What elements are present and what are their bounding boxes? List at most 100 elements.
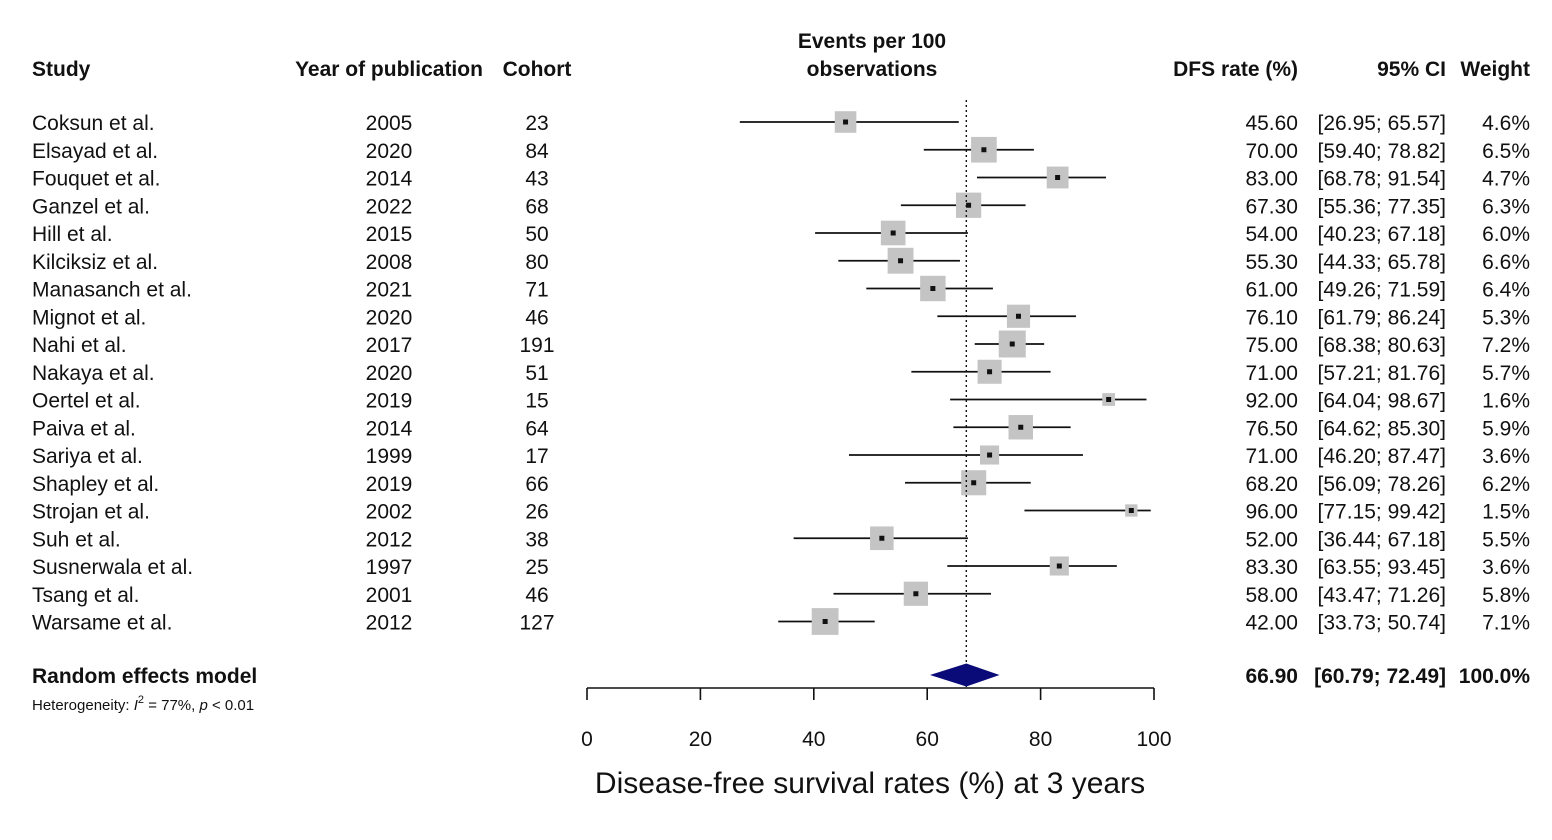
summary-ci: [60.79; 72.49]: [1314, 665, 1446, 688]
study-cohort: 80: [525, 251, 548, 274]
study-cohort: 68: [525, 195, 548, 218]
study-weight: 1.5%: [1482, 501, 1530, 524]
study-name: Manasanch et al.: [32, 279, 192, 302]
study-cohort: 50: [525, 223, 548, 246]
study-name: Mignot et al.: [32, 306, 146, 329]
study-ci: [68.38; 80.63]: [1318, 334, 1446, 357]
point-estimate: [890, 230, 896, 236]
point-estimate: [1018, 424, 1024, 430]
study-name: Nakaya et al.: [32, 362, 155, 385]
study-rate: 76.10: [1245, 306, 1298, 329]
study-rate: 96.00: [1245, 501, 1298, 524]
study-cohort: 71: [525, 279, 548, 302]
study-weight: 1.6%: [1482, 390, 1530, 413]
x-tick-label: 100: [1136, 728, 1171, 751]
study-rate: 76.50: [1245, 417, 1298, 440]
header-year: Year of publication: [295, 58, 483, 81]
x-axis-ticks: 0 20 40 60 80 100: [581, 688, 1172, 751]
point-estimate: [966, 202, 972, 208]
study-ci: [46.20; 87.47]: [1318, 445, 1446, 468]
study-cohort: 15: [525, 390, 548, 413]
study-weight: 5.5%: [1482, 528, 1530, 551]
header-events-line2: observations: [807, 58, 938, 81]
header-study: Study: [32, 58, 91, 81]
study-cohort: 64: [525, 417, 549, 440]
study-year: 2002: [366, 501, 413, 524]
point-estimate: [1056, 563, 1062, 569]
header-rate: DFS rate (%): [1173, 58, 1298, 81]
study-ci: [33.73; 50.74]: [1318, 612, 1446, 635]
study-weight: 7.2%: [1482, 334, 1530, 357]
study-weight: 5.9%: [1482, 417, 1530, 440]
study-cohort: 51: [525, 362, 548, 385]
study-weight: 4.7%: [1482, 168, 1530, 191]
study-year: 2012: [366, 612, 413, 635]
study-weight: 5.7%: [1482, 362, 1530, 385]
study-year: 1999: [366, 445, 413, 468]
study-cohort: 46: [525, 306, 548, 329]
study-ci: [26.95; 65.57]: [1318, 112, 1446, 135]
study-weight: 5.3%: [1482, 306, 1530, 329]
study-ci: [63.55; 93.45]: [1318, 556, 1446, 579]
study-cohort: 38: [525, 528, 548, 551]
study-rate: 71.00: [1245, 445, 1298, 468]
study-weight: 6.2%: [1482, 473, 1530, 496]
summary-rate: 66.90: [1245, 665, 1298, 688]
study-ci: [77.15; 99.42]: [1318, 501, 1446, 524]
x-axis-label: Disease-free survival rates (%) at 3 yea…: [595, 767, 1145, 800]
study-cohort: 23: [525, 112, 548, 135]
study-rate: 71.00: [1245, 362, 1298, 385]
study-ci: [40.23; 67.18]: [1318, 223, 1446, 246]
study-name: Kilciksiz et al.: [32, 251, 158, 274]
study-ci: [36.44; 67.18]: [1318, 528, 1446, 551]
study-year: 2020: [366, 306, 413, 329]
heterogeneity-text: Heterogeneity: I2 = 77%, p < 0.01: [32, 694, 254, 714]
point-estimate: [1106, 397, 1112, 402]
x-tick-label: 60: [916, 728, 939, 751]
study-rate: 45.60: [1245, 112, 1298, 135]
study-weight: 6.5%: [1482, 140, 1530, 163]
study-rate: 83.00: [1245, 168, 1298, 191]
study-ci: [57.21; 81.76]: [1318, 362, 1446, 385]
study-cohort: 127: [519, 612, 554, 635]
study-weight: 4.6%: [1482, 112, 1530, 135]
study-name: Susnerwala et al.: [32, 556, 193, 579]
study-year: 2020: [366, 362, 413, 385]
study-ci: [68.78; 91.54]: [1318, 168, 1446, 191]
study-year: 2022: [366, 195, 413, 218]
x-tick-label: 80: [1029, 728, 1052, 751]
study-weight: 7.1%: [1482, 612, 1530, 635]
header-events-line1: Events per 100: [798, 30, 946, 53]
study-year: 2005: [366, 112, 413, 135]
study-name: Shapley et al.: [32, 473, 159, 496]
study-year: 2012: [366, 528, 413, 551]
study-year: 2001: [366, 584, 413, 607]
study-cohort: 46: [525, 584, 548, 607]
study-ci: [43.47; 71.26]: [1318, 584, 1446, 607]
study-name: Oertel et al.: [32, 390, 141, 413]
study-cohort: 25: [525, 556, 548, 579]
study-year: 2017: [366, 334, 413, 357]
study-ci: [59.40; 78.82]: [1318, 140, 1446, 163]
point-estimate: [930, 286, 936, 291]
study-name: Elsayad et al.: [32, 140, 158, 163]
x-tick-label: 40: [802, 728, 825, 751]
study-rate: 42.00: [1245, 612, 1298, 635]
study-ci: [64.62; 85.30]: [1318, 417, 1446, 440]
study-name: Ganzel et al.: [32, 195, 150, 218]
study-name: Suh et al.: [32, 528, 121, 551]
study-ci: [55.36; 77.35]: [1318, 195, 1446, 218]
study-cohort: 26: [525, 501, 548, 524]
study-rate: 61.00: [1245, 279, 1298, 302]
study-rate: 70.00: [1245, 140, 1298, 163]
study-name: Coksun et al.: [32, 112, 155, 135]
study-weight: 6.4%: [1482, 279, 1530, 302]
point-estimate: [1015, 313, 1021, 319]
study-year: 2008: [366, 251, 413, 274]
point-estimate: [898, 258, 904, 264]
study-ci: [49.26; 71.59]: [1318, 279, 1446, 302]
study-rate: 68.20: [1245, 473, 1298, 496]
study-year: 2015: [366, 223, 413, 246]
point-estimate: [822, 619, 828, 624]
